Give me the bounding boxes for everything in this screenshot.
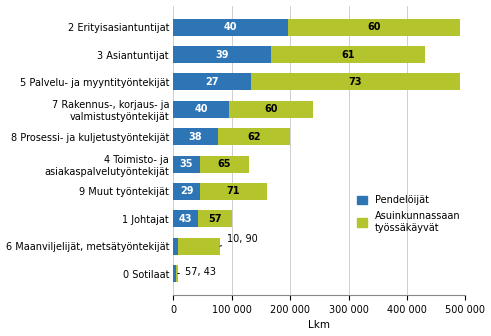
Bar bbox=[250, 74, 460, 90]
Bar bbox=[198, 210, 232, 227]
Text: 65: 65 bbox=[218, 159, 231, 169]
Bar bbox=[173, 101, 229, 118]
Text: 40: 40 bbox=[224, 22, 237, 32]
Bar bbox=[173, 183, 200, 200]
Bar bbox=[173, 156, 200, 172]
Text: 62: 62 bbox=[247, 132, 261, 142]
Bar bbox=[288, 19, 460, 36]
Text: 71: 71 bbox=[227, 186, 240, 197]
Text: 38: 38 bbox=[189, 132, 202, 142]
X-axis label: Lkm: Lkm bbox=[308, 321, 330, 330]
Text: 39: 39 bbox=[216, 50, 229, 59]
Text: 57, 43: 57, 43 bbox=[178, 267, 216, 277]
Bar bbox=[200, 156, 249, 172]
Bar bbox=[218, 128, 290, 145]
Bar bbox=[176, 265, 178, 282]
Text: 27: 27 bbox=[205, 77, 218, 87]
Bar bbox=[173, 128, 218, 145]
Bar bbox=[173, 210, 198, 227]
Bar bbox=[173, 46, 271, 63]
Legend: Pendelöijät, Asuinkunnassaan
työssäkäyvät: Pendelöijät, Asuinkunnassaan työssäkäyvä… bbox=[357, 195, 461, 233]
Bar bbox=[271, 46, 425, 63]
Bar bbox=[173, 74, 250, 90]
Text: 61: 61 bbox=[341, 50, 355, 59]
Text: 43: 43 bbox=[179, 214, 192, 224]
Bar bbox=[178, 238, 220, 255]
Text: 60: 60 bbox=[367, 22, 381, 32]
Bar bbox=[229, 101, 313, 118]
Bar bbox=[200, 183, 267, 200]
Bar bbox=[173, 238, 178, 255]
Text: 40: 40 bbox=[194, 104, 208, 114]
Text: 60: 60 bbox=[265, 104, 278, 114]
Text: 29: 29 bbox=[180, 186, 193, 197]
Text: 73: 73 bbox=[348, 77, 362, 87]
Text: 10, 90: 10, 90 bbox=[220, 234, 258, 246]
Text: 35: 35 bbox=[180, 159, 193, 169]
Text: 57: 57 bbox=[208, 214, 222, 224]
Bar bbox=[173, 19, 288, 36]
Bar bbox=[173, 265, 176, 282]
